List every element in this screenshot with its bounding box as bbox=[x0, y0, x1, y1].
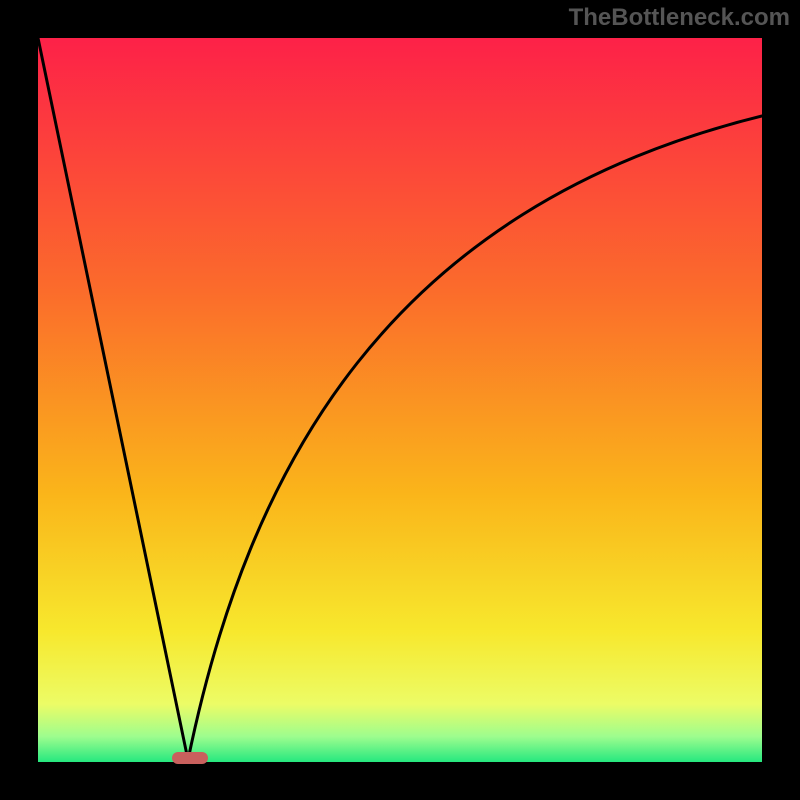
bottleneck-curve bbox=[38, 38, 762, 762]
watermark-text: TheBottleneck.com bbox=[569, 4, 790, 32]
gradient-plot-area bbox=[38, 38, 762, 762]
chart-frame: TheBottleneck.com bbox=[0, 0, 800, 800]
valley-marker bbox=[172, 752, 208, 764]
